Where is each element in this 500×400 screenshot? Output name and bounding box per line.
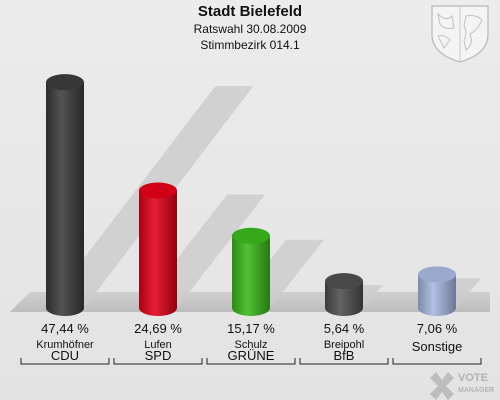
chart-subtitle-district: Stimmbezirk 014.1 — [200, 38, 300, 52]
value-label: 7,06 % — [417, 321, 458, 336]
bar-top — [418, 266, 456, 283]
bar-top — [325, 273, 363, 290]
coat-of-arms-icon — [431, 5, 489, 63]
bar-lufen — [139, 190, 177, 316]
value-label: 47,44 % — [41, 321, 89, 336]
value-label: 5,64 % — [324, 321, 365, 336]
bar-krumhöfner — [46, 82, 84, 316]
category-bracket — [392, 358, 482, 365]
category-bracket — [299, 358, 389, 365]
value-label: 24,69 % — [134, 321, 182, 336]
bar-top — [232, 227, 270, 244]
watermark-line2: MANAGER — [458, 387, 494, 394]
category-label: Schulz — [234, 339, 267, 351]
chart-title: Stadt Bielefeld — [197, 3, 303, 20]
category-bracket — [20, 358, 110, 365]
bar-schulz — [232, 235, 270, 316]
value-label: 15,17 % — [227, 321, 275, 336]
bar-top — [46, 74, 84, 91]
bar-breipohl — [325, 281, 363, 316]
category-label: Krumhöfner — [36, 339, 94, 351]
category-label: Breipohl — [324, 339, 364, 351]
bar-sonstige — [418, 274, 456, 316]
category-bracket — [113, 358, 203, 365]
category-label: Lufen — [144, 339, 172, 351]
chart-subtitle: Ratswahl 30.08.2009 — [193, 22, 307, 36]
votemanager-logo-icon — [430, 372, 454, 400]
party-label: SPD — [145, 348, 172, 363]
party-label: BfB — [334, 348, 355, 363]
party-label: CDU — [51, 348, 79, 363]
bar-top — [139, 182, 177, 199]
party-label: GRÜNE — [228, 348, 275, 363]
watermark-line1: VOTE — [458, 372, 488, 384]
category-label: Sonstige — [412, 339, 463, 354]
category-bracket — [206, 358, 296, 365]
